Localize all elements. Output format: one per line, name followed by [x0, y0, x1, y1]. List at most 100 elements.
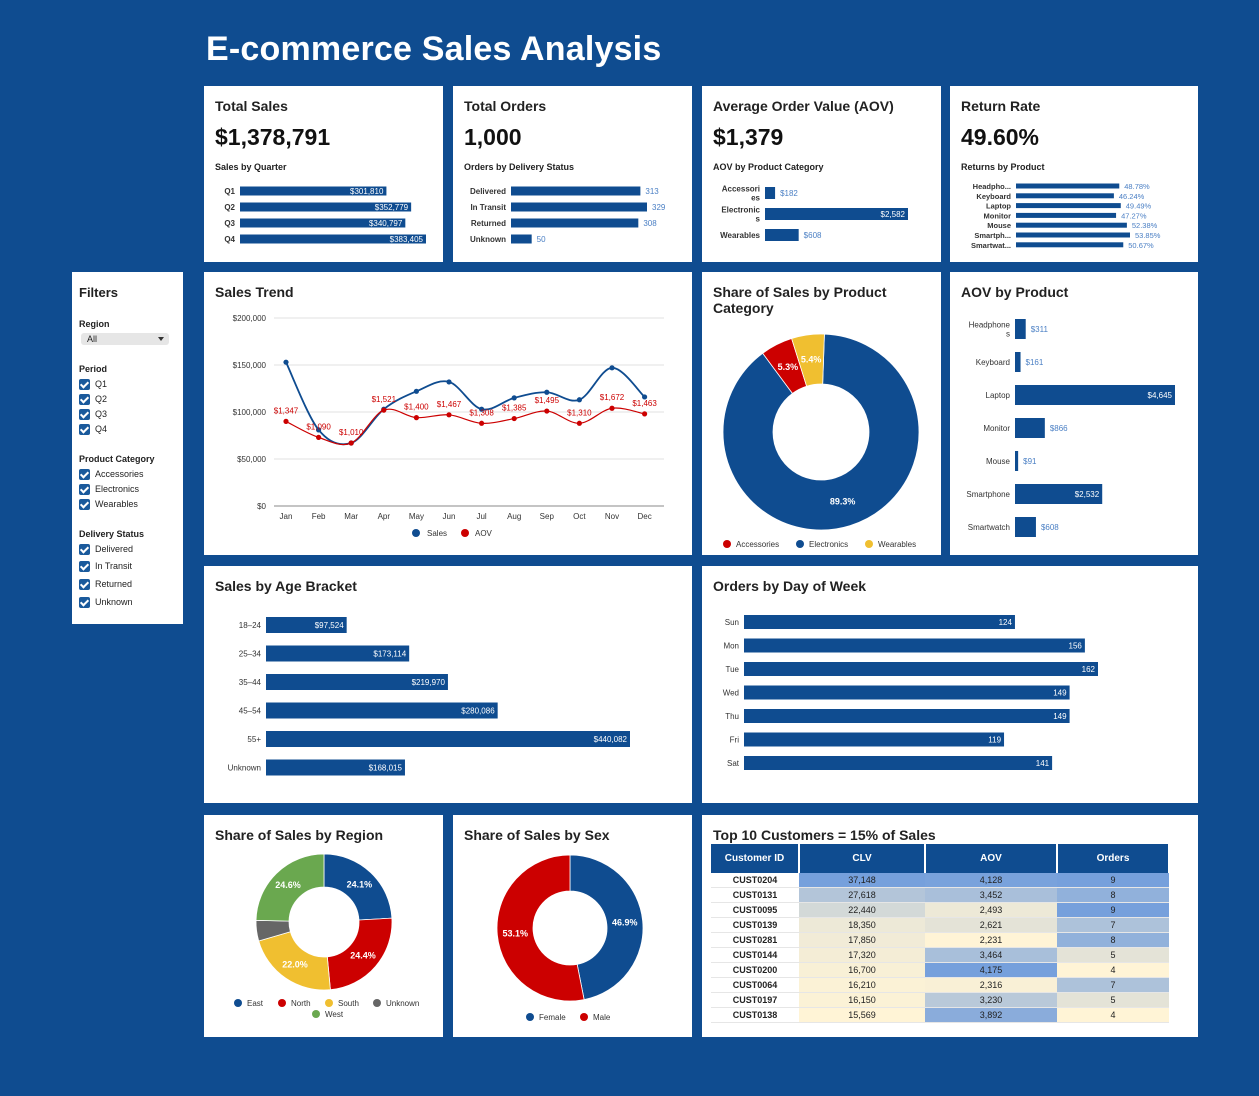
age-card: Sales by Age Bracket 18–24 $97,524 25–34 $1… [204, 566, 692, 803]
y-tick-label: $100,000 [233, 408, 267, 417]
data-label: 50.67% [1128, 241, 1154, 250]
legend-label: Electronics [809, 540, 848, 549]
data-point [479, 420, 485, 426]
table-row[interactable]: CUST0197 16,150 3,230 5 [711, 992, 1169, 1008]
table-cell: 4,128 [925, 873, 1057, 888]
data-label: $1,090 [306, 422, 331, 431]
category-label: Delivered [470, 187, 506, 196]
sales-trend-chart: $200,000 $150,000 $100,000 $50,000 $0 Jan Feb M… [233, 314, 664, 538]
customers-card: Top 10 Customers = 15% of Sales Customer… [702, 815, 1198, 1037]
category-label: Keyboard [976, 192, 1011, 201]
delivery-checkbox[interactable]: Delivered [79, 543, 133, 556]
data-label: $1,467 [437, 400, 462, 409]
table-row[interactable]: CUST0131 27,618 3,452 8 [711, 887, 1169, 903]
data-label: 46.24% [1119, 192, 1145, 201]
legend-label: Unknown [386, 999, 419, 1008]
table-cell: 4,175 [925, 962, 1057, 978]
data-label: $2,532 [1075, 490, 1100, 499]
bar [765, 208, 908, 220]
bar [266, 702, 498, 719]
data-label: $440,082 [594, 735, 628, 744]
bar [1016, 193, 1114, 199]
data-label: $4,645 [1148, 391, 1173, 400]
kpi-total-orders-card: Total Orders 1,000 Orders by Delivery St… [453, 86, 692, 262]
table-cell: 8 [1057, 887, 1169, 903]
table-row[interactable]: CUST0200 16,700 4,175 4 [711, 962, 1169, 978]
sales-trend-card: Sales Trend $200,000 $150,000 $100,000 $50,… [204, 272, 692, 555]
column-header[interactable]: CLV [799, 844, 926, 873]
region-dropdown[interactable]: All [81, 333, 169, 345]
orders-by-status-chart: Delivered 313 In Transit 329 Returned 308 Unkn… [470, 186, 666, 244]
category-checkbox[interactable]: Accessories [79, 468, 144, 481]
table-cell: 17,850 [799, 932, 925, 948]
category-checkbox[interactable]: Electronics [79, 483, 139, 496]
slice-label: 22.0% [282, 960, 308, 970]
y-tick-label: $50,000 [237, 455, 266, 464]
slice [255, 853, 325, 922]
category-label: Mouse [987, 221, 1011, 230]
x-tick-label: May [409, 512, 424, 521]
y-tick-label: $150,000 [233, 361, 267, 370]
column-header[interactable]: Orders [1057, 844, 1170, 873]
category-label: Q4 [224, 235, 235, 244]
delivery-checkbox[interactable]: Unknown [79, 596, 133, 609]
data-point [576, 420, 582, 426]
bar [765, 187, 776, 199]
delivery-checkbox[interactable]: In Transit [79, 560, 132, 573]
bar [511, 186, 641, 196]
table-row[interactable]: CUST0139 18,350 2,621 7 [711, 917, 1169, 933]
table-row[interactable]: CUST0095 22,440 2,493 9 [711, 902, 1169, 918]
data-point [348, 440, 354, 446]
category-label: 45–54 [239, 707, 262, 716]
y-tick-label: $200,000 [233, 314, 267, 323]
table-row[interactable]: CUST0144 17,320 3,464 5 [711, 947, 1169, 963]
region-chart: 24.1% 24.4% 22.0% 24.6% East North South Unknow… [234, 853, 419, 1019]
column-header[interactable]: AOV [925, 844, 1058, 873]
table-cell: 3,452 [925, 887, 1057, 903]
legend-label: East [247, 999, 264, 1008]
slice [326, 917, 393, 991]
bar [1015, 385, 1175, 405]
period-checkbox[interactable]: Q2 [79, 393, 107, 406]
data-label: $311 [1031, 325, 1049, 334]
table-cell: 3,464 [925, 947, 1057, 963]
column-header[interactable]: Customer ID [711, 844, 800, 873]
filters-panel: Filters Region All Period Q1 Q2 Q3 Q4 Pr… [72, 272, 183, 624]
period-label: Period [79, 364, 108, 374]
category-checkbox[interactable]: Wearables [79, 498, 138, 511]
period-checkbox[interactable]: Q1 [79, 378, 107, 391]
age-chart: 18–24 $97,524 25–34 $173,114 35–44 $219,970 45… [228, 617, 630, 776]
table-row[interactable]: CUST0064 16,210 2,316 7 [711, 977, 1169, 993]
chart-title: AOV by Product [961, 284, 1069, 300]
delivery-checkbox[interactable]: Returned [79, 578, 132, 591]
category-label: Monitor [983, 424, 1010, 433]
data-label: $383,405 [390, 235, 424, 244]
table-cell: 3,230 [925, 992, 1057, 1008]
bar [744, 685, 1070, 700]
data-label: $352,779 [375, 203, 409, 212]
data-point [316, 427, 322, 433]
data-label: 52.38% [1132, 221, 1158, 230]
table-cell: 18,350 [799, 917, 925, 933]
table-cell: 16,210 [799, 977, 925, 993]
legend-marker [461, 529, 469, 537]
kpi-subtitle: Sales by Quarter [215, 162, 287, 172]
bar [1016, 183, 1120, 189]
category-label: 25–34 [239, 650, 262, 659]
bar [744, 638, 1085, 653]
period-checkbox[interactable]: Q4 [79, 423, 107, 436]
table-row[interactable]: CUST0281 17,850 2,231 8 [711, 932, 1169, 948]
x-tick-label: Jul [476, 512, 486, 521]
legend-label: Female [539, 1013, 566, 1022]
bar [266, 617, 347, 633]
table-cell: 2,231 [925, 932, 1057, 948]
table-row[interactable]: CUST0204 37,148 4,128 9 [711, 873, 1169, 888]
category-label: Sun [725, 618, 739, 627]
data-label: 119 [988, 736, 1001, 745]
slice [569, 854, 644, 1001]
kpi-value: $1,379 [713, 124, 784, 150]
table-cell: 4 [1057, 962, 1169, 978]
data-label: $1,463 [632, 399, 657, 408]
table-row[interactable]: CUST0138 15,569 3,892 4 [711, 1007, 1169, 1023]
period-checkbox[interactable]: Q3 [79, 408, 107, 421]
